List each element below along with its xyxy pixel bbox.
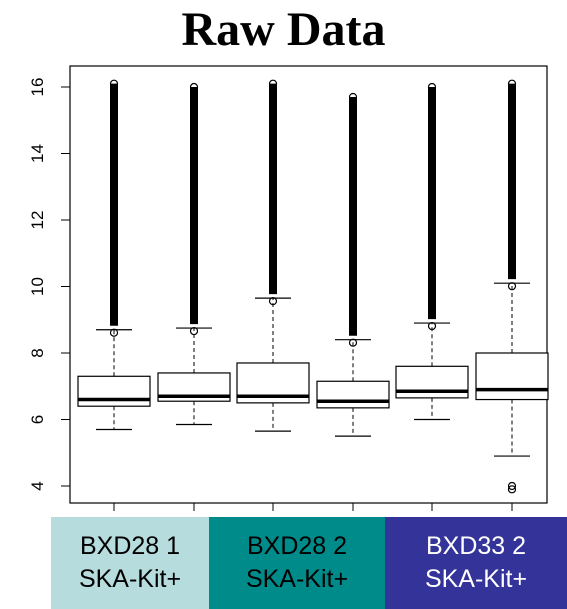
box-iqr bbox=[77, 375, 151, 407]
outlier-point bbox=[189, 326, 199, 336]
outlier-point bbox=[189, 82, 199, 92]
y-tick-label: 10 bbox=[28, 277, 47, 296]
group-label-line1: BXD28 2 bbox=[246, 532, 348, 560]
box-iqr bbox=[395, 365, 469, 399]
box-iqr bbox=[316, 380, 390, 409]
outlier-point bbox=[348, 338, 358, 347]
outlier-point bbox=[427, 321, 437, 331]
group-label-bxd28-1: BXD28 1 SKA-Kit+ bbox=[51, 517, 209, 609]
outlier-point bbox=[507, 282, 517, 291]
boxplot-chart: 4 6 8 10 12 14 16 bbox=[28, 65, 549, 511]
group-label-bxd33-2: BXD33 2 SKA-Kit+ bbox=[385, 517, 567, 609]
box-iqr bbox=[475, 352, 549, 401]
outlier-point bbox=[109, 328, 119, 337]
group-label-bxd28-2: BXD28 2 SKA-Kit+ bbox=[209, 517, 385, 609]
outlier-point bbox=[507, 485, 517, 494]
outlier-point bbox=[268, 297, 278, 306]
plot-frame bbox=[69, 65, 548, 504]
outlier-point bbox=[427, 82, 437, 92]
outlier-point bbox=[348, 92, 358, 102]
y-tick-label: 6 bbox=[28, 415, 47, 424]
y-tick-label: 14 bbox=[28, 144, 47, 163]
outlier-point bbox=[109, 79, 119, 88]
group-label-line2: SKA-Kit+ bbox=[78, 565, 182, 593]
group-label-line2: SKA-Kit+ bbox=[245, 565, 349, 593]
outlier-point bbox=[507, 79, 517, 88]
y-tick-label: 8 bbox=[28, 348, 47, 357]
y-tick-label: 4 bbox=[28, 481, 47, 490]
outlier-point bbox=[507, 481, 517, 491]
outlier-point bbox=[268, 79, 278, 88]
y-tick-label: 12 bbox=[28, 211, 47, 230]
y-tick-label: 16 bbox=[28, 78, 47, 97]
group-label-line1: BXD33 2 bbox=[425, 532, 527, 560]
group-label-line2: SKA-Kit+ bbox=[424, 565, 528, 593]
group-label-line1: BXD28 1 bbox=[79, 532, 181, 560]
chart-title: Raw Data bbox=[181, 3, 386, 56]
